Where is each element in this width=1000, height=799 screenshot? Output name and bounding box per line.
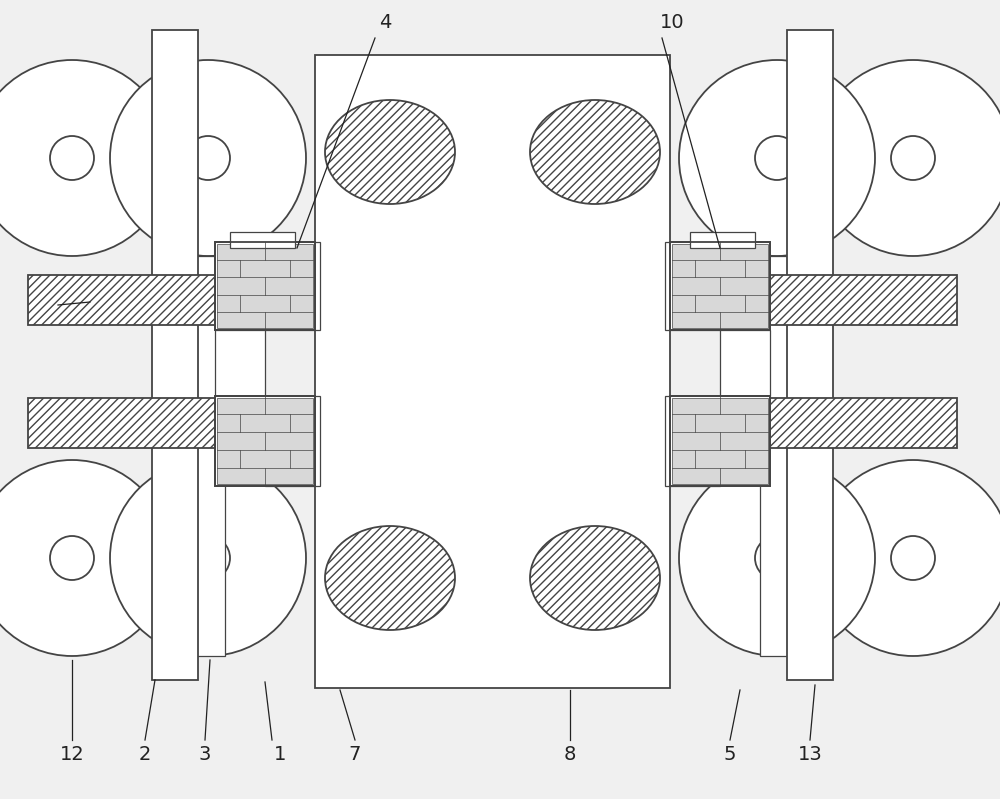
Bar [787,30,833,680]
Circle shape [186,136,230,180]
Circle shape [755,536,799,580]
Bar [670,396,770,486]
Text: 7: 7 [349,745,361,765]
Text: 2: 2 [139,745,151,765]
Circle shape [891,536,935,580]
Bar [230,232,295,248]
Bar [217,398,313,484]
Text: 6: 6 [29,292,41,312]
Text: 12: 12 [60,745,84,765]
Circle shape [755,136,799,180]
Bar [672,244,768,328]
Bar [720,330,770,396]
Circle shape [186,536,230,580]
Circle shape [50,136,94,180]
Bar [670,398,957,448]
Bar [670,275,957,325]
Text: 5: 5 [724,745,736,765]
Text: 8: 8 [564,745,576,765]
Bar [215,242,315,330]
Text: 1: 1 [274,745,286,765]
Bar [665,396,720,486]
Bar [670,242,770,330]
Circle shape [679,60,875,256]
Text: 10: 10 [660,13,684,31]
Bar [665,242,720,330]
Ellipse shape [325,526,455,630]
Circle shape [110,460,306,656]
Circle shape [679,460,875,656]
Circle shape [50,536,94,580]
Bar [670,242,770,330]
Circle shape [0,60,170,256]
Bar [265,396,320,486]
Bar [315,55,670,688]
Text: 3: 3 [199,745,211,765]
Circle shape [815,460,1000,656]
Text: 4: 4 [379,13,391,31]
Bar [215,330,265,396]
Bar [215,396,315,486]
Circle shape [0,460,170,656]
Bar [28,398,315,448]
Bar [265,242,320,330]
Text: 13: 13 [798,745,822,765]
Bar [195,256,225,656]
Bar [760,256,790,656]
Circle shape [891,136,935,180]
Circle shape [110,60,306,256]
Ellipse shape [325,100,455,204]
Bar [215,242,315,330]
Bar [152,30,198,680]
Bar [690,232,755,248]
Bar [670,396,770,486]
Ellipse shape [530,526,660,630]
Bar [28,275,315,325]
Ellipse shape [530,100,660,204]
Circle shape [815,60,1000,256]
Bar [215,396,315,486]
Bar [672,398,768,484]
Bar [217,244,313,328]
